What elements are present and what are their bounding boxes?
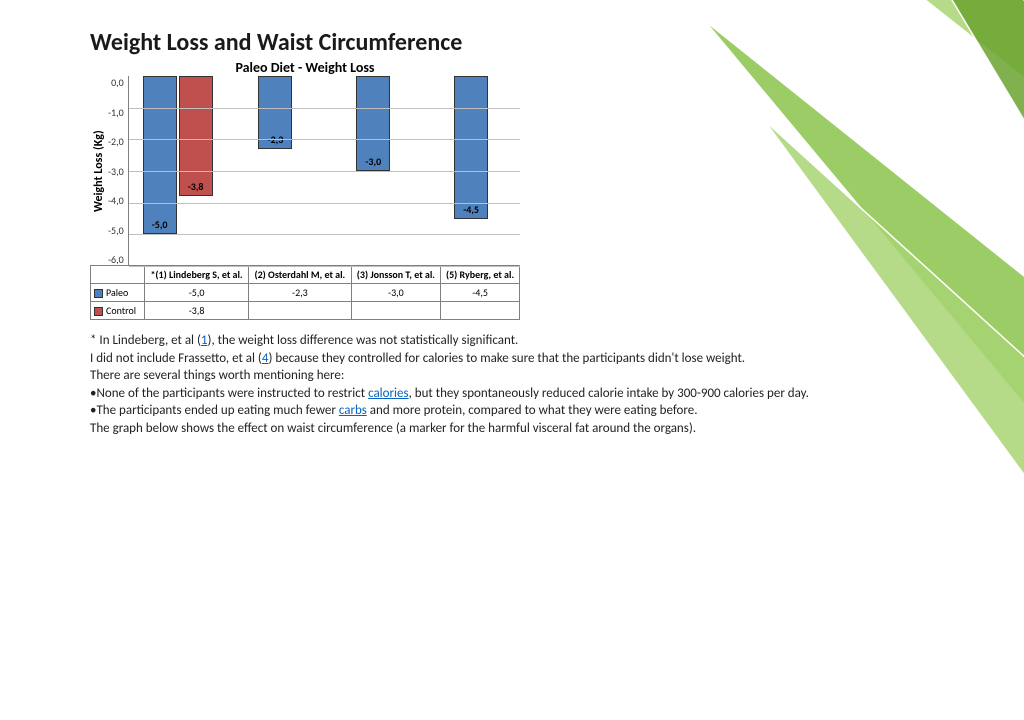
legend-control-label: Control	[106, 304, 136, 317]
y-tick: -6,0	[108, 253, 124, 266]
weight-loss-chart: Paleo Diet - Weight Loss Weight Loss (Kg…	[90, 59, 520, 320]
note-text: The graph below shows the effect on wais…	[90, 420, 960, 438]
y-tick: -2,0	[108, 135, 124, 148]
note-text: There are several things worth mentionin…	[90, 367, 960, 385]
chart-plot-area: -5,0 -3,8 -2,3 -3,0 -4,5	[128, 76, 520, 266]
table-cell	[441, 302, 520, 320]
bullet-text: •The participants ended up eating much f…	[90, 403, 339, 418]
chart-title: Paleo Diet - Weight Loss	[90, 59, 520, 76]
bullet-text: , but they spontaneously reduced calorie…	[409, 386, 809, 401]
y-axis-label: Weight Loss (Kg)	[90, 76, 108, 266]
bullet-text: •None of the participants were instructe…	[90, 386, 368, 401]
y-axis-ticks: 0,0 -1,0 -2,0 -3,0 -4,0 -5,0 -6,0	[108, 76, 128, 266]
y-tick: -4,0	[108, 194, 124, 207]
note-text: * In Lindeberg, et al (	[90, 333, 201, 348]
notes-block: * In Lindeberg, et al (1), the weight lo…	[90, 332, 960, 437]
bullet-text: and more protein, compared to what they …	[367, 403, 698, 418]
citation-link-1[interactable]: 1	[201, 333, 208, 348]
category-header: (2) Osterdahl M, et al.	[249, 266, 352, 284]
category-header: *(1) Lindeberg S, et al.	[145, 266, 249, 284]
bar-paleo: -4,5	[454, 76, 488, 219]
table-cell: -3,0	[351, 284, 440, 302]
y-tick: -1,0	[108, 106, 124, 119]
gridline	[129, 203, 520, 204]
chart-data-table: *(1) Lindeberg S, et al.(2) Osterdahl M,…	[90, 265, 520, 320]
gridline	[129, 139, 520, 140]
page-title: Weight Loss and Waist Circumference	[90, 28, 964, 57]
table-cell	[351, 302, 440, 320]
legend-paleo-label: Paleo	[106, 286, 128, 299]
carbs-link[interactable]: carbs	[339, 403, 367, 418]
gridline	[129, 234, 520, 235]
y-tick: -3,0	[108, 165, 124, 178]
bar-paleo: -2,3	[258, 76, 292, 149]
note-text: ) because they controlled for calories t…	[268, 351, 745, 366]
bar-value-label: -3,8	[180, 180, 212, 193]
gridline	[129, 108, 520, 109]
bar-paleo: -5,0	[143, 76, 177, 234]
table-cell: -3,8	[145, 302, 249, 320]
table-cell	[249, 302, 352, 320]
note-text: I did not include Frassetto, et al (	[90, 351, 262, 366]
bar-paleo: -3,0	[356, 76, 390, 171]
note-text: ), the weight loss difference was not st…	[208, 333, 519, 348]
y-tick: 0,0	[108, 76, 124, 89]
table-cell: -2,3	[249, 284, 352, 302]
bar-value-label: -3,0	[357, 155, 389, 168]
gridline	[129, 171, 520, 172]
bar-value-label: -4,5	[455, 203, 487, 216]
y-tick: -5,0	[108, 224, 124, 237]
gridline	[129, 266, 520, 267]
bar-value-label: -5,0	[144, 218, 176, 231]
table-cell: -5,0	[145, 284, 249, 302]
category-header: (5) Ryberg, et al.	[441, 266, 520, 284]
table-cell: -4,5	[441, 284, 520, 302]
calories-link[interactable]: calories	[368, 386, 409, 401]
bar-control: -3,8	[179, 76, 213, 196]
category-header: (3) Jonsson T, et al.	[351, 266, 440, 284]
